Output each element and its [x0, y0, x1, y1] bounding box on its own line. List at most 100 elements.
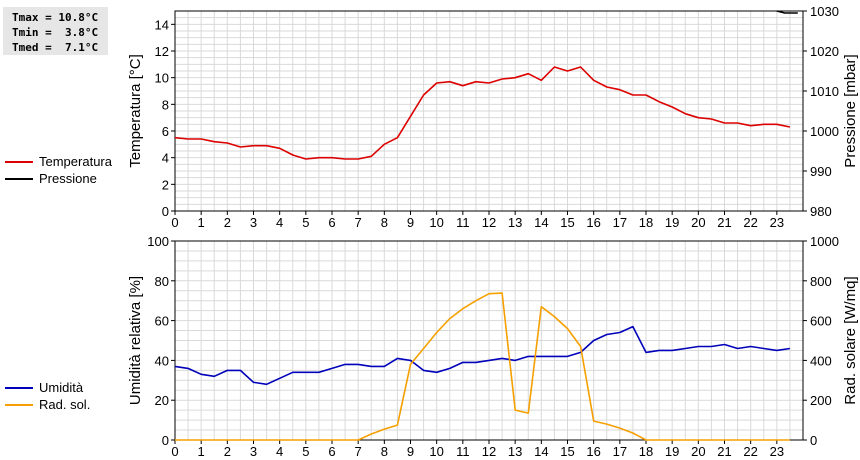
x-tick-label: 22	[743, 215, 757, 230]
x-tick-label: 12	[482, 215, 496, 230]
x-tick-label: 13	[508, 215, 522, 230]
x-tick-label: 5	[302, 444, 309, 459]
y-axis-title: Umidità relativa [%]	[127, 276, 144, 405]
legend-top: Temperatura Pressione	[5, 153, 112, 187]
x-tick-label: 7	[355, 215, 362, 230]
x-tick-label: 4	[276, 444, 283, 459]
x-tick-label: 20	[691, 444, 705, 459]
x-tick-label: 17	[613, 215, 627, 230]
y-tick-label: 6	[162, 124, 169, 139]
y2-tick-label: 1030	[810, 4, 839, 19]
y-tick-label: 60	[155, 314, 169, 329]
x-tick-label: 7	[355, 444, 362, 459]
x-tick-label: 23	[770, 215, 784, 230]
y2-tick-label: 980	[810, 204, 832, 219]
y2-axis-title: Rad. solare [W/mq]	[842, 276, 859, 404]
series-line-temperatura	[174, 66, 791, 160]
x-tick-label: 1	[198, 215, 205, 230]
x-tick-label: 13	[508, 444, 522, 459]
x-tick-label: 9	[407, 215, 414, 230]
legend-item-rad-sol: Rad. sol.	[5, 396, 90, 413]
x-tick-label: 3	[250, 444, 257, 459]
legend-swatch-rad-sol	[5, 403, 33, 406]
y-tick-label: 10	[155, 71, 169, 86]
x-tick-label: 19	[665, 215, 679, 230]
y2-tick-label: 200	[810, 393, 832, 408]
x-tick-label: 23	[770, 444, 784, 459]
legend-bottom: Umidità Rad. sol.	[5, 379, 90, 413]
x-tick-label: 17	[613, 444, 627, 459]
y2-tick-label: 990	[810, 164, 832, 179]
tmin-label: Tmin = 3.8°C	[12, 26, 99, 39]
y2-tick-label: 1010	[810, 84, 839, 99]
y-tick-label: 80	[155, 274, 169, 289]
y-tick-label: 12	[155, 44, 169, 59]
x-tick-label: 9	[407, 444, 414, 459]
y-tick-label: 8	[162, 97, 169, 112]
x-tick-label: 0	[171, 444, 178, 459]
x-tick-label: 3	[250, 215, 257, 230]
y-tick-label: 20	[155, 393, 169, 408]
x-tick-label: 18	[639, 444, 653, 459]
legend-item-umidita: Umidità	[5, 379, 90, 396]
x-tick-label: 15	[560, 444, 574, 459]
legend-swatch-pressione	[5, 177, 33, 180]
series-line-umidit	[174, 325, 791, 386]
y-tick-label: 4	[162, 151, 169, 166]
tmax-label: Tmax = 10.8°C	[12, 11, 99, 24]
x-tick-label: 8	[381, 215, 388, 230]
x-tick-label: 12	[482, 444, 496, 459]
y-tick-label: 100	[147, 234, 169, 249]
x-tick-label: 11	[456, 215, 470, 230]
x-tick-label: 0	[171, 215, 178, 230]
y-tick-label: 40	[155, 353, 169, 368]
y2-tick-label: 1000	[810, 234, 839, 249]
x-tick-label: 5	[302, 215, 309, 230]
x-tick-label: 19	[665, 444, 679, 459]
x-tick-label: 2	[224, 444, 231, 459]
x-tick-label: 15	[560, 215, 574, 230]
legend-swatch-umidita	[5, 386, 33, 389]
x-tick-label: 2	[224, 215, 231, 230]
y-tick-label: 0	[162, 204, 169, 219]
x-tick-label: 1	[198, 444, 205, 459]
x-tick-label: 8	[381, 444, 388, 459]
x-tick-label: 14	[534, 215, 548, 230]
x-tick-label: 10	[429, 444, 443, 459]
y-tick-label: 0	[162, 433, 169, 448]
x-tick-label: 21	[717, 444, 731, 459]
legend-item-pressione: Pressione	[5, 170, 112, 187]
legend-label-rad-sol: Rad. sol.	[39, 397, 91, 412]
legend-item-temperatura: Temperatura	[5, 153, 112, 170]
x-tick-label: 11	[456, 444, 470, 459]
x-tick-label: 21	[717, 215, 731, 230]
x-tick-label: 16	[586, 215, 600, 230]
y-tick-label: 2	[162, 177, 169, 192]
x-tick-label: 16	[586, 444, 600, 459]
temperature-stats-box: Tmax = 10.8°C Tmin = 3.8°C Tmed = 7.1°C	[3, 7, 108, 55]
x-tick-label: 22	[743, 444, 757, 459]
x-tick-label: 10	[429, 215, 443, 230]
legend-label-pressione: Pressione	[39, 171, 97, 186]
legend-label-umidita: Umidità	[39, 380, 84, 395]
y2-tick-label: 1000	[810, 124, 839, 139]
y2-tick-label: 800	[810, 274, 832, 289]
y2-tick-label: 0	[810, 433, 817, 448]
x-tick-label: 18	[639, 215, 653, 230]
x-tick-label: 6	[328, 215, 335, 230]
legend-swatch-temperatura	[5, 160, 33, 163]
y2-tick-label: 400	[810, 353, 832, 368]
tmed-label: Tmed = 7.1°C	[12, 41, 99, 54]
y-tick-label: 14	[155, 17, 169, 32]
x-tick-label: 6	[328, 444, 335, 459]
legend-label-temperatura: Temperatura	[39, 154, 112, 169]
y2-tick-label: 600	[810, 314, 832, 329]
x-tick-label: 20	[691, 215, 705, 230]
series-line-pressione	[776, 10, 798, 14]
x-tick-label: 14	[534, 444, 548, 459]
series-line-rad-sol	[175, 292, 790, 441]
x-tick-label: 4	[276, 215, 283, 230]
y2-axis-title: Pressione [mbar]	[842, 54, 859, 167]
y2-tick-label: 1020	[810, 44, 839, 59]
